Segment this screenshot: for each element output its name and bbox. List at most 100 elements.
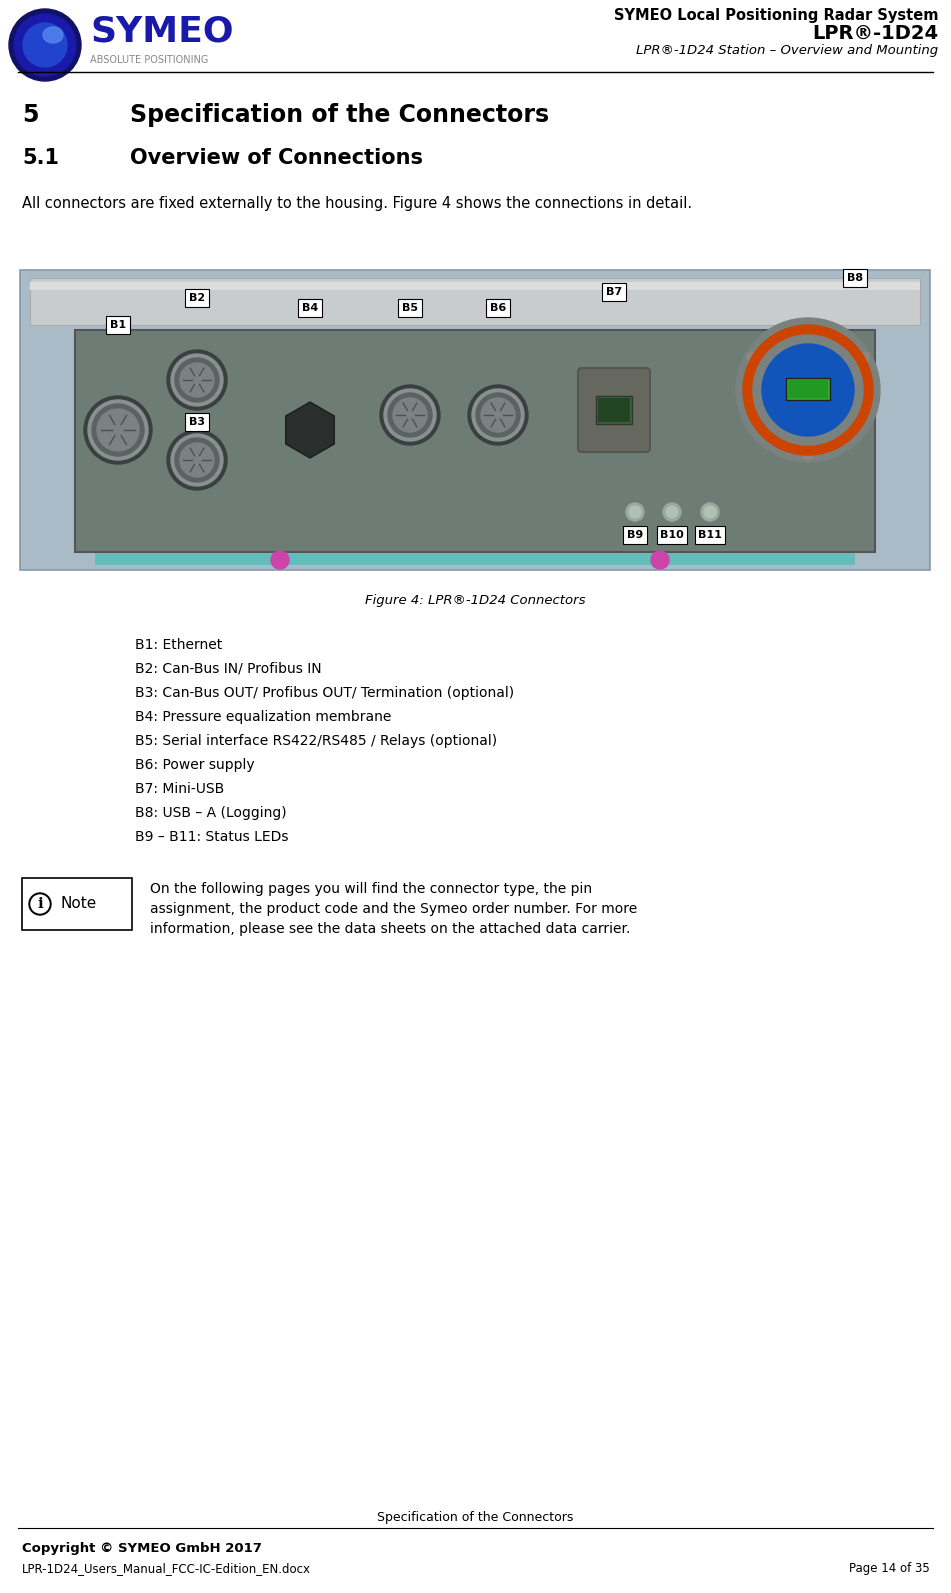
Circle shape (701, 503, 719, 521)
Text: B6: B6 (490, 303, 506, 312)
Circle shape (753, 335, 863, 444)
Circle shape (743, 325, 873, 456)
Text: B4: B4 (301, 303, 319, 312)
Bar (598, 398, 630, 422)
Circle shape (88, 400, 148, 460)
Circle shape (97, 409, 139, 451)
Text: Overview of Connections: Overview of Connections (130, 148, 423, 167)
Bar (596, 397, 632, 424)
Text: LPR-1D24_Users_Manual_FCC-IC-Edition_EN.docx: LPR-1D24_Users_Manual_FCC-IC-Edition_EN.… (22, 1563, 311, 1575)
FancyBboxPatch shape (578, 368, 650, 452)
Circle shape (860, 352, 869, 363)
Bar (20, 269, 930, 570)
Text: B3: Can-Bus OUT/ Profibus OUT/ Termination (optional): B3: Can-Bus OUT/ Profibus OUT/ Terminati… (135, 687, 514, 699)
Circle shape (171, 354, 223, 406)
Circle shape (180, 363, 214, 397)
Text: B4: Pressure equalization membrane: B4: Pressure equalization membrane (135, 710, 392, 723)
Ellipse shape (14, 14, 76, 76)
Text: B2: B2 (189, 293, 205, 303)
Bar (30, 282, 920, 290)
Circle shape (666, 507, 678, 518)
Text: B8: USB – A (Logging): B8: USB – A (Logging) (135, 806, 286, 820)
Circle shape (380, 386, 440, 444)
Bar (185, 413, 209, 432)
Text: B1: B1 (110, 320, 126, 330)
Ellipse shape (43, 27, 63, 43)
Circle shape (481, 398, 515, 432)
Text: On the following pages you will find the connector type, the pin
assignment, the: On the following pages you will find the… (150, 883, 637, 937)
Text: B3: B3 (189, 417, 205, 427)
Circle shape (180, 443, 214, 476)
Text: LPR®-1D24: LPR®-1D24 (812, 24, 938, 43)
Bar (602, 284, 626, 301)
Circle shape (393, 398, 427, 432)
Text: ABSOLUTE POSITIONING: ABSOLUTE POSITIONING (90, 56, 208, 65)
Circle shape (384, 389, 436, 441)
Text: B11: B11 (698, 530, 722, 540)
Bar (106, 315, 130, 335)
Text: i: i (37, 897, 43, 911)
Text: B10: B10 (660, 530, 684, 540)
Text: B7: Mini-USB: B7: Mini-USB (135, 782, 224, 796)
Bar (623, 526, 647, 543)
Circle shape (167, 350, 227, 409)
Text: B9: B9 (627, 530, 643, 540)
Bar (22, 878, 132, 930)
Circle shape (629, 507, 641, 518)
Circle shape (171, 433, 223, 486)
Ellipse shape (23, 22, 67, 67)
Circle shape (388, 393, 432, 436)
Bar (398, 299, 422, 317)
Circle shape (736, 319, 880, 462)
Text: All connectors are fixed externally to the housing. Figure 4 shows the connectio: All connectors are fixed externally to t… (22, 196, 692, 210)
Circle shape (271, 551, 289, 569)
Text: 5.1: 5.1 (22, 148, 59, 167)
Text: LPR®-1D24 Station – Overview and Mounting: LPR®-1D24 Station – Overview and Mountin… (636, 45, 938, 57)
Bar (75, 330, 875, 553)
Bar (843, 269, 867, 287)
Circle shape (175, 358, 219, 401)
Text: Note: Note (60, 897, 96, 911)
Text: SYMEO Local Positioning Radar System: SYMEO Local Positioning Radar System (613, 8, 938, 22)
Text: Specification of the Connectors: Specification of the Connectors (378, 1512, 573, 1525)
Circle shape (762, 344, 854, 436)
Text: B5: B5 (402, 303, 418, 312)
Text: B8: B8 (847, 272, 864, 284)
Circle shape (663, 503, 681, 521)
Circle shape (704, 507, 716, 518)
Circle shape (472, 389, 524, 441)
Circle shape (626, 503, 644, 521)
Text: 5: 5 (22, 104, 38, 127)
Bar (786, 378, 830, 400)
Bar (695, 526, 726, 543)
Circle shape (31, 895, 49, 913)
Text: SYMEO: SYMEO (90, 14, 234, 49)
Bar (486, 299, 510, 317)
Circle shape (803, 449, 813, 460)
Text: B2: Can-Bus IN/ Profibus IN: B2: Can-Bus IN/ Profibus IN (135, 663, 321, 675)
Circle shape (29, 894, 51, 914)
Text: B6: Power supply: B6: Power supply (135, 758, 255, 773)
Bar (298, 299, 322, 317)
Text: B7: B7 (606, 287, 622, 296)
Circle shape (84, 397, 152, 464)
Text: B5: Serial interface RS422/RS485 / Relays (optional): B5: Serial interface RS422/RS485 / Relay… (135, 734, 497, 749)
Bar (30, 279, 920, 325)
Text: Page 14 of 35: Page 14 of 35 (849, 1563, 930, 1575)
Text: B9 – B11: Status LEDs: B9 – B11: Status LEDs (135, 830, 288, 844)
Text: B1: Ethernet: B1: Ethernet (135, 639, 223, 652)
Polygon shape (285, 401, 334, 459)
Bar (95, 553, 855, 566)
Circle shape (476, 393, 520, 436)
Bar (788, 381, 828, 398)
Text: Copyright © SYMEO GmbH 2017: Copyright © SYMEO GmbH 2017 (22, 1542, 262, 1555)
Circle shape (747, 352, 757, 363)
Bar (185, 288, 209, 307)
Ellipse shape (9, 10, 81, 81)
Circle shape (92, 405, 144, 456)
Circle shape (468, 386, 528, 444)
Circle shape (651, 551, 669, 569)
Circle shape (167, 430, 227, 491)
Circle shape (175, 438, 219, 483)
Bar (657, 526, 688, 543)
